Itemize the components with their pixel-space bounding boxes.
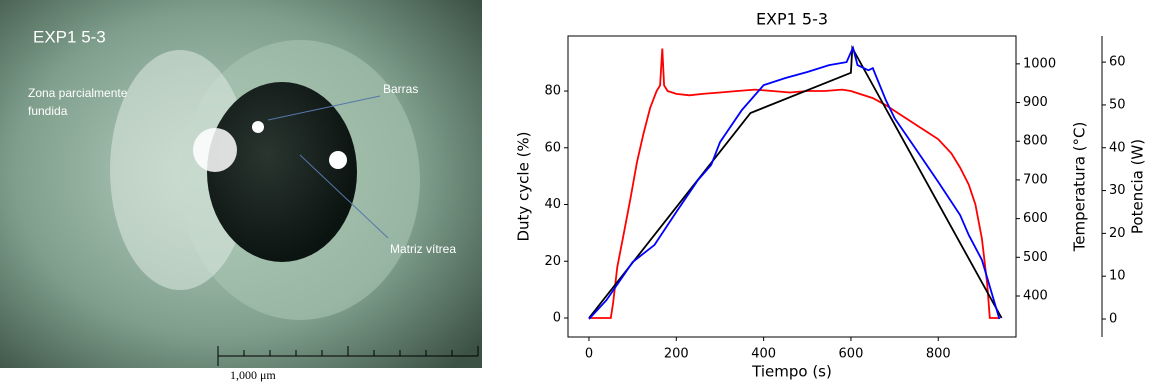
x-tick-label: 600 <box>839 347 864 362</box>
x-axis-label: Tiempo (s) <box>751 363 832 381</box>
scale-label: 1,000 μm <box>230 368 276 382</box>
y3-axis-label: Potencia (W) <box>1129 139 1147 234</box>
series-line <box>588 45 1001 320</box>
photo-label: Barras <box>383 82 418 96</box>
photo-title: EXP1 5-3 <box>33 27 106 46</box>
chart-title: EXP1 5-3 <box>756 10 828 29</box>
y2-tick-label: 600 <box>1023 211 1048 226</box>
arrow <box>299 154 389 239</box>
y3-tick-label: 50 <box>1109 97 1126 112</box>
scale-ticks <box>217 346 479 366</box>
photo-strip <box>0 368 482 385</box>
highlight <box>252 121 264 133</box>
plot-frame <box>567 35 1017 338</box>
arrow <box>267 95 381 121</box>
y2-tick-label: 400 <box>1023 288 1048 303</box>
y-tick-label: 40 <box>544 197 561 212</box>
x-tick-label: 0 <box>585 347 593 362</box>
y-tick-label: 0 <box>553 310 561 325</box>
y-tick-label: 80 <box>544 84 561 99</box>
y2-tick-label: 900 <box>1023 95 1048 110</box>
y3-tick-label: 20 <box>1109 226 1126 241</box>
photo: EXP1 5-3 Zona parcialmente fundida Barras… <box>0 0 482 385</box>
y-tick-label: 60 <box>544 140 561 155</box>
photo-label: Zona parcialmente fundida <box>28 86 128 118</box>
photo-label: Matriz vítrea <box>390 242 456 256</box>
y2-tick-label: 1000 <box>1023 56 1056 71</box>
y3-tick-label: 60 <box>1109 55 1126 70</box>
y3-tick-label: 0 <box>1109 312 1117 327</box>
y2-tick-label: 500 <box>1023 250 1048 265</box>
series-line <box>589 48 1000 319</box>
x-tick-label: 400 <box>751 347 776 362</box>
x-tick-label: 800 <box>926 347 951 362</box>
y-tick-label: 20 <box>544 254 561 269</box>
y3-tick-label: 30 <box>1109 183 1126 198</box>
y3-tick-label: 40 <box>1109 140 1126 155</box>
y3-tick-label: 10 <box>1109 269 1126 284</box>
partially-molten-zone <box>110 50 250 290</box>
y2-axis-label: Temperatura (°C) <box>1071 122 1089 253</box>
y-axis-label: Duty cycle (%) <box>515 131 533 241</box>
y2-tick-label: 700 <box>1023 172 1048 187</box>
highlight <box>193 128 237 172</box>
y2-tick-label: 800 <box>1023 134 1048 149</box>
highlight <box>329 151 347 169</box>
x-tick-label: 200 <box>664 347 689 362</box>
glass-matrix <box>207 82 357 262</box>
